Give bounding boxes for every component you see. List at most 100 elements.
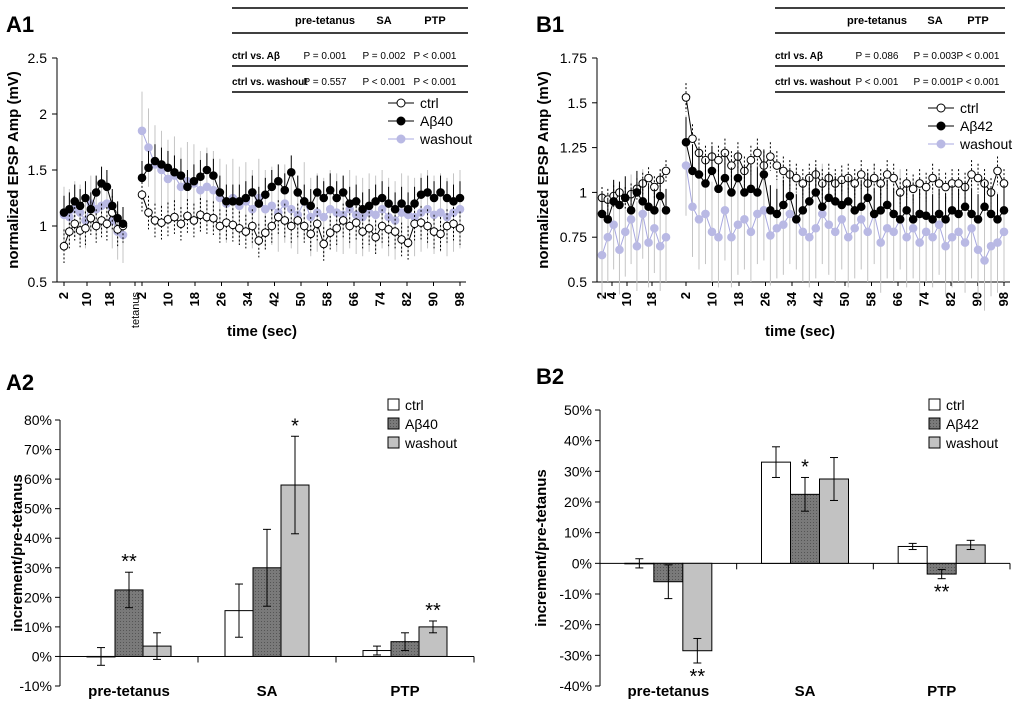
- x-tick-label: 18: [102, 292, 117, 306]
- legend-label: Aβ40: [405, 416, 438, 432]
- data-point-ctrl: [267, 221, 277, 231]
- data-point-Aβ40: [306, 201, 316, 211]
- data-point-washout: [947, 232, 957, 242]
- y-axis-title: increment/pre-tetanus: [9, 474, 26, 632]
- y-tick-label: -30%: [559, 647, 592, 663]
- data-point-washout: [856, 214, 866, 224]
- legend-swatch: [387, 417, 400, 430]
- data-point-Aβ42: [830, 197, 840, 206]
- data-point-ctrl: [908, 184, 918, 194]
- data-point-Aβ40: [86, 204, 96, 214]
- data-point-ctrl: [397, 235, 406, 244]
- legend-label: ctrl: [946, 397, 965, 413]
- data-point-washout: [960, 238, 970, 247]
- legend-label: ctrl: [420, 95, 439, 111]
- data-point-ctrl: [235, 223, 244, 233]
- table-cell: P < 0.001: [856, 77, 899, 88]
- data-point-Aβ40: [144, 163, 153, 173]
- data-point-Aβ40: [377, 193, 387, 203]
- legend-label: Aβ40: [420, 113, 453, 129]
- data-point-washout: [714, 232, 723, 242]
- table-row-label: ctrl vs. washout: [775, 77, 851, 88]
- data-point-Aβ42: [766, 206, 775, 215]
- data-point-ctrl: [157, 218, 166, 227]
- data-point-ctrl: [70, 219, 80, 229]
- x-tick-label: 58: [320, 292, 335, 306]
- data-point-ctrl: [915, 179, 924, 188]
- data-point-washout: [863, 227, 873, 237]
- y-tick-label: 60%: [24, 471, 52, 487]
- significance-marker: **: [121, 551, 137, 573]
- data-point-Aβ42: [792, 214, 801, 224]
- data-point-Aβ42: [626, 206, 636, 215]
- data-point-washout: [830, 227, 840, 237]
- data-point-Aβ40: [170, 167, 179, 177]
- data-point-Aβ40: [455, 193, 465, 203]
- data-point-Aβ40: [436, 188, 445, 197]
- data-point-ctrl: [390, 227, 400, 236]
- data-point-ctrl: [436, 229, 445, 239]
- data-point-washout: [902, 232, 911, 242]
- data-point-washout: [817, 209, 827, 219]
- data-point-ctrl: [338, 216, 348, 225]
- data-point-Aβ42: [714, 184, 723, 194]
- table-header: pre-tetanus: [295, 15, 355, 27]
- y-tick-label: 0%: [572, 555, 592, 571]
- data-point-washout: [908, 223, 918, 233]
- x-tick-label: 34: [784, 291, 799, 306]
- data-point-Aβ42: [688, 166, 697, 176]
- data-point-Aβ42: [727, 188, 736, 197]
- data-point-Aβ40: [183, 182, 192, 192]
- data-point-washout: [416, 208, 426, 217]
- x-tick-label: 26: [214, 292, 229, 306]
- x-tick-label: 50: [293, 292, 308, 306]
- table-row-label: ctrl vs. Aβ: [775, 51, 823, 62]
- data-point-washout: [850, 223, 860, 233]
- data-point-Aβ40: [196, 172, 205, 182]
- data-point-Aβ42: [895, 214, 905, 224]
- y-tick-label: 1.25: [560, 140, 587, 156]
- data-point-Aβ42: [999, 206, 1009, 215]
- data-point-ctrl: [65, 227, 74, 236]
- data-point-ctrl: [869, 173, 879, 183]
- data-point-ctrl: [345, 221, 354, 231]
- significance-marker: **: [425, 600, 441, 622]
- data-point-ctrl: [280, 216, 290, 225]
- data-point-Aβ42: [772, 209, 782, 219]
- data-point-Aβ40: [261, 190, 270, 199]
- data-point-washout: [325, 204, 335, 214]
- data-point-washout: [261, 204, 270, 214]
- panel-label-a1: A1: [6, 12, 34, 37]
- data-point-Aβ40: [102, 182, 112, 192]
- data-point-ctrl: [772, 161, 782, 170]
- y-tick-label: 70%: [24, 442, 52, 458]
- y-tick-label: 40%: [564, 433, 592, 449]
- data-point-ctrl: [455, 223, 465, 233]
- data-point-Aβ42: [817, 202, 827, 212]
- data-point-Aβ40: [429, 193, 439, 203]
- x-tick-label: 98: [452, 292, 467, 306]
- data-point-ctrl: [248, 221, 257, 231]
- data-point-ctrl: [91, 221, 101, 231]
- data-point-Aβ40: [351, 197, 361, 206]
- y-tick-label: 2: [39, 106, 47, 122]
- stats-table: pre-tetanus SA PTP ctrl vs. Aβ P = 0.086 P = …: [775, 7, 1005, 93]
- data-point-washout: [638, 209, 648, 219]
- significance-marker: **: [690, 666, 706, 688]
- data-point-Aβ42: [638, 197, 648, 206]
- data-point-Aβ42: [947, 206, 957, 215]
- y-axis-title: normalized EPSP Amp (mV): [5, 71, 22, 269]
- data-point-washout: [681, 161, 691, 170]
- tetanus-label: tetanus: [130, 292, 142, 329]
- legend-swatch: [387, 436, 400, 449]
- data-point-washout: [650, 223, 659, 233]
- data-point-washout: [986, 241, 996, 251]
- data-point-washout: [701, 209, 710, 219]
- table-header: SA: [927, 15, 942, 27]
- data-point-Aβ42: [960, 202, 970, 212]
- data-point-ctrl: [973, 173, 983, 183]
- data-point-Aβ40: [423, 188, 432, 197]
- panel-b2: B2 -40% -30% -20% -10% 0% 10% 20% 30% 40% 50% incre…: [533, 364, 1011, 700]
- y-tick-label: 50%: [24, 501, 52, 517]
- data-point-ctrl: [299, 221, 309, 231]
